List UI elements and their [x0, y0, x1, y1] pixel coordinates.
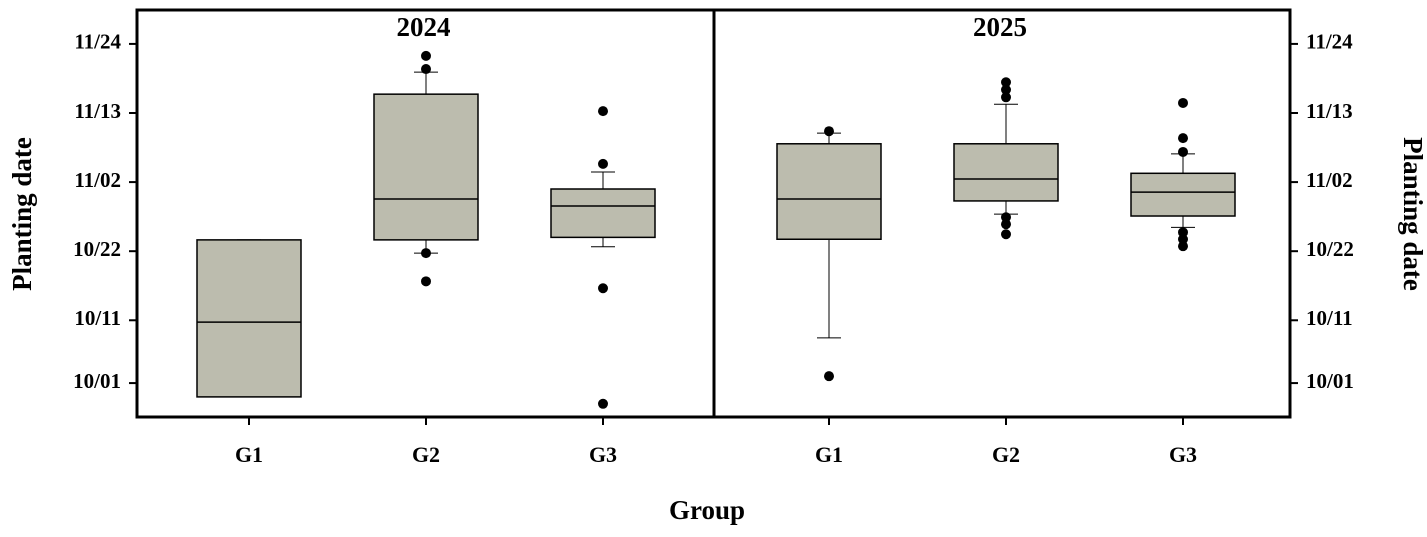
outlier — [598, 398, 608, 409]
box — [373, 93, 479, 241]
outlier — [824, 371, 834, 382]
x-tick-label: G3 — [589, 442, 617, 467]
panel-title: 2025 — [973, 12, 1027, 42]
outlier — [421, 276, 431, 287]
outlier — [1001, 84, 1011, 95]
y-tick-label: 11/24 — [1306, 30, 1353, 54]
y-tick-label: 10/11 — [74, 306, 121, 330]
y-tick-label: 11/02 — [74, 168, 121, 192]
y-axis-label: Planting date — [7, 137, 37, 291]
y-tick-label: 10/22 — [1306, 237, 1354, 261]
box — [1130, 172, 1236, 217]
outlier — [1178, 97, 1188, 108]
outlier — [1178, 234, 1188, 245]
x-tick-label: G2 — [992, 442, 1020, 467]
y-tick-label: 11/24 — [74, 30, 121, 54]
outlier — [1178, 133, 1188, 144]
x-tick-label: G3 — [1169, 442, 1197, 467]
outlier — [1001, 219, 1011, 230]
box — [196, 239, 302, 398]
y-tick-label: 10/01 — [1306, 369, 1354, 393]
outlier — [598, 158, 608, 169]
y-tick-label: 11/02 — [1306, 168, 1353, 192]
outlier — [421, 64, 431, 75]
outlier — [598, 283, 608, 294]
x-tick-label: G1 — [235, 442, 263, 467]
outlier — [1178, 227, 1188, 238]
outlier — [421, 248, 431, 259]
y-axis-label: Planting date — [1398, 137, 1427, 291]
outlier — [1178, 146, 1188, 157]
x-axis-label: Group — [669, 495, 745, 525]
x-tick-label: G1 — [815, 442, 843, 467]
box — [953, 143, 1059, 202]
outlier — [1001, 229, 1011, 240]
outlier — [1001, 77, 1011, 88]
y-tick-label: 10/01 — [73, 369, 121, 393]
panel-title: 2024 — [397, 12, 451, 42]
y-tick-label: 11/13 — [1306, 99, 1353, 123]
y-tick-label: 10/11 — [1306, 306, 1353, 330]
outlier — [1178, 241, 1188, 252]
panel-frame — [712, 8, 1292, 419]
outlier — [824, 126, 834, 137]
x-tick-label: G2 — [412, 442, 440, 467]
outlier — [1001, 212, 1011, 223]
box — [550, 188, 656, 239]
outlier — [421, 50, 431, 61]
y-tick-label: 10/22 — [73, 237, 121, 261]
outlier — [598, 106, 608, 117]
box — [776, 143, 882, 241]
outlier — [1001, 92, 1011, 103]
y-tick-label: 11/13 — [74, 99, 121, 123]
